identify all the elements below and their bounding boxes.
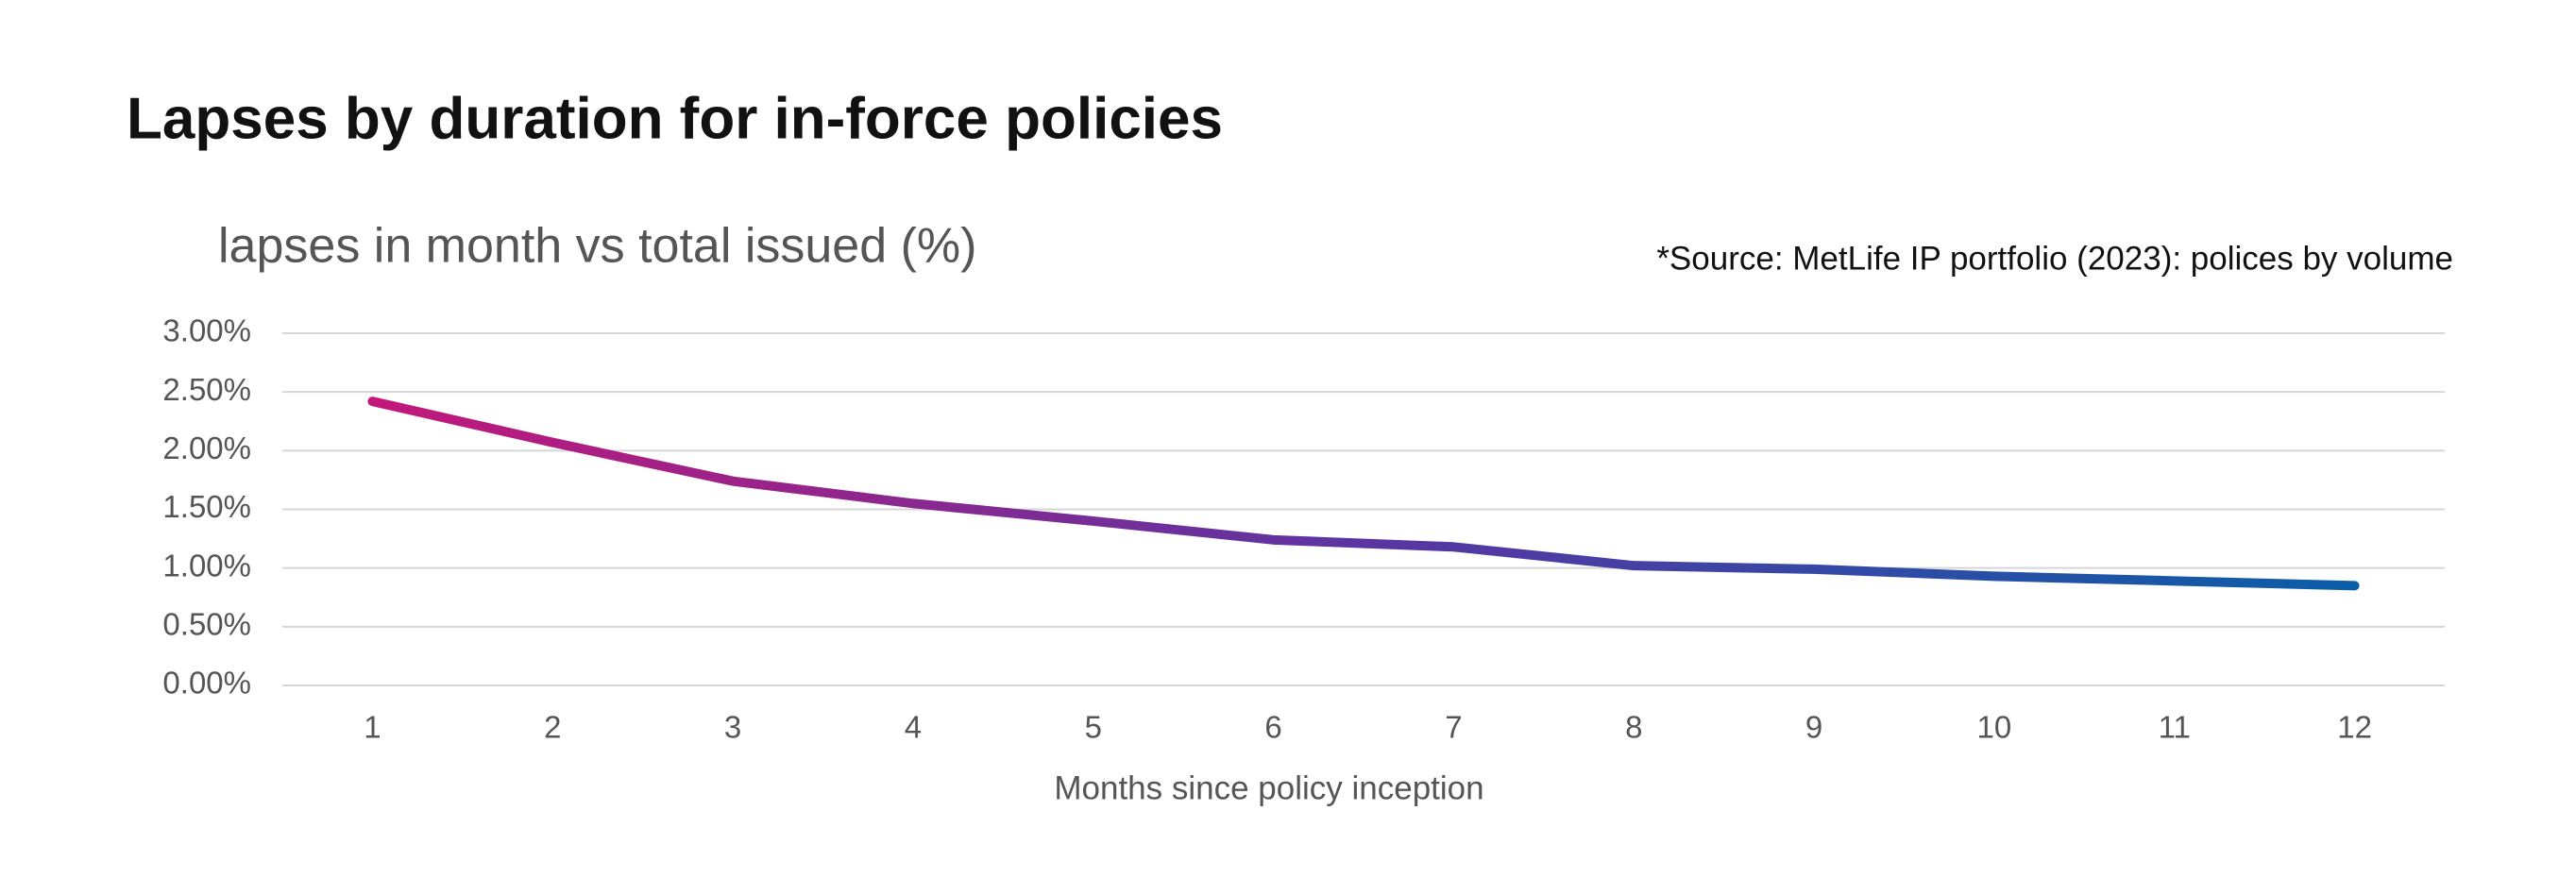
y-tick-label: 0.50% <box>162 607 251 642</box>
x-tick-label: 3 <box>724 710 741 745</box>
x-tick-label: 6 <box>1264 710 1281 745</box>
x-tick-label: 4 <box>905 710 922 745</box>
y-tick-label: 3.00% <box>162 313 251 348</box>
x-tick-label: 12 <box>2337 710 2372 745</box>
legend-label: lapses in month vs total issued (%) <box>218 219 976 274</box>
x-axis-title: Months since policy inception <box>1054 769 1483 806</box>
data-line <box>367 397 2360 591</box>
source-note: *Source: MetLife IP portfolio (2023): po… <box>1656 240 2453 277</box>
chart-title: Lapses by duration for in-force policies <box>127 86 1223 151</box>
x-tick-label: 8 <box>1625 710 1642 745</box>
x-tick-label: 7 <box>1445 710 1462 745</box>
y-tick-label: 1.00% <box>162 548 251 583</box>
y-tick-label: 2.00% <box>162 431 251 465</box>
x-tick-label: 1 <box>364 710 381 745</box>
y-tick-label: 0.00% <box>162 666 251 701</box>
x-tick-label: 9 <box>1805 710 1822 745</box>
y-tick-label: 1.50% <box>162 489 251 524</box>
x-tick-label: 2 <box>544 710 561 745</box>
y-tick-label: 2.50% <box>162 372 251 407</box>
x-tick-label: 5 <box>1085 710 1102 745</box>
x-tick-label: 11 <box>2159 710 2191 745</box>
x-tick-label: 10 <box>1977 710 2012 745</box>
